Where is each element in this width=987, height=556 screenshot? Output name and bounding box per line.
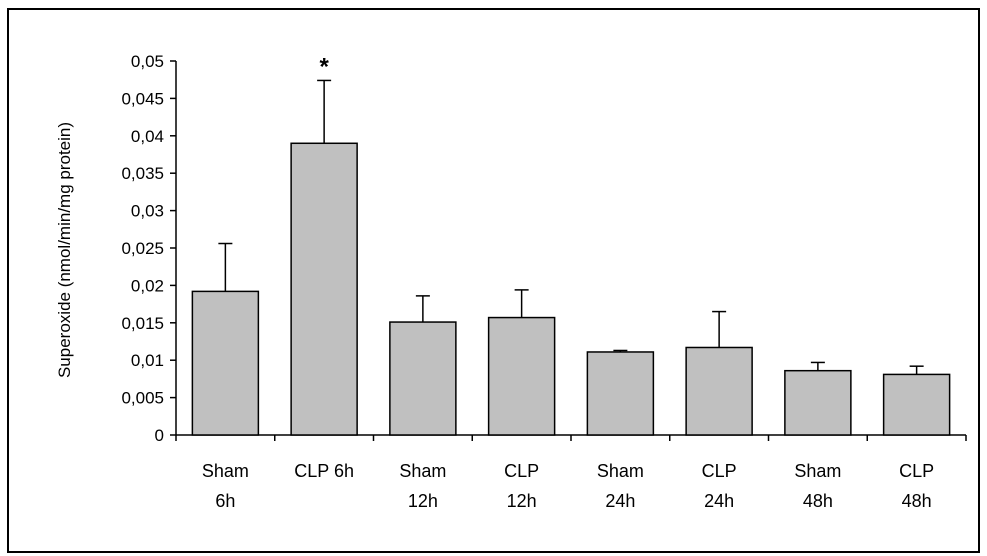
bar xyxy=(882,373,951,436)
bar xyxy=(685,346,753,436)
x-category-label: 24h xyxy=(605,491,635,511)
bar xyxy=(784,369,852,436)
y-axis: 0 0,005 0,01 0,015 0,02 0,025 0,03 0,035 0,04 0,0… xyxy=(121,52,177,445)
x-category-label: CLP xyxy=(899,461,934,481)
bars xyxy=(191,142,951,436)
x-category-label: CLP xyxy=(702,461,737,481)
y-tick-label: 0,02 xyxy=(131,276,164,295)
bar xyxy=(389,321,457,436)
annotations: * xyxy=(319,53,329,80)
x-category-label: 48h xyxy=(803,491,833,511)
x-category-label: 24h xyxy=(704,491,734,511)
y-tick-label: 0,015 xyxy=(121,314,164,333)
y-tick-label: 0,035 xyxy=(121,164,164,183)
y-axis-title: Superoxide (nmol/min/mg protein) xyxy=(55,122,74,378)
y-tick-label: 0,005 xyxy=(121,389,164,408)
error-bars xyxy=(218,79,924,375)
y-tick-label: 0 xyxy=(155,426,164,445)
x-category-label: 6h xyxy=(215,491,235,511)
bar xyxy=(290,142,358,436)
x-category-label: 12h xyxy=(507,491,537,511)
x-category-label: 48h xyxy=(902,491,932,511)
chart-frame xyxy=(7,8,980,553)
y-tick-label: 0,025 xyxy=(121,239,164,258)
bar xyxy=(487,316,556,436)
y-tick-label: 0,045 xyxy=(121,89,164,108)
x-category-label: 12h xyxy=(408,491,438,511)
y-tick-label: 0,04 xyxy=(131,127,164,146)
x-category-label: Sham xyxy=(399,461,446,481)
significance-asterisk: * xyxy=(319,53,329,80)
x-category-label: Sham xyxy=(597,461,644,481)
y-tick-label: 0,05 xyxy=(131,52,164,71)
bar xyxy=(586,351,655,436)
x-category-label: CLP xyxy=(504,461,539,481)
x-category-label: Sham xyxy=(794,461,841,481)
y-tick-label: 0,01 xyxy=(131,351,164,370)
x-category-label: CLP 6h xyxy=(294,461,354,481)
x-category-label: Sham xyxy=(202,461,249,481)
bar xyxy=(191,290,260,436)
y-tick-label: 0,03 xyxy=(131,202,164,221)
